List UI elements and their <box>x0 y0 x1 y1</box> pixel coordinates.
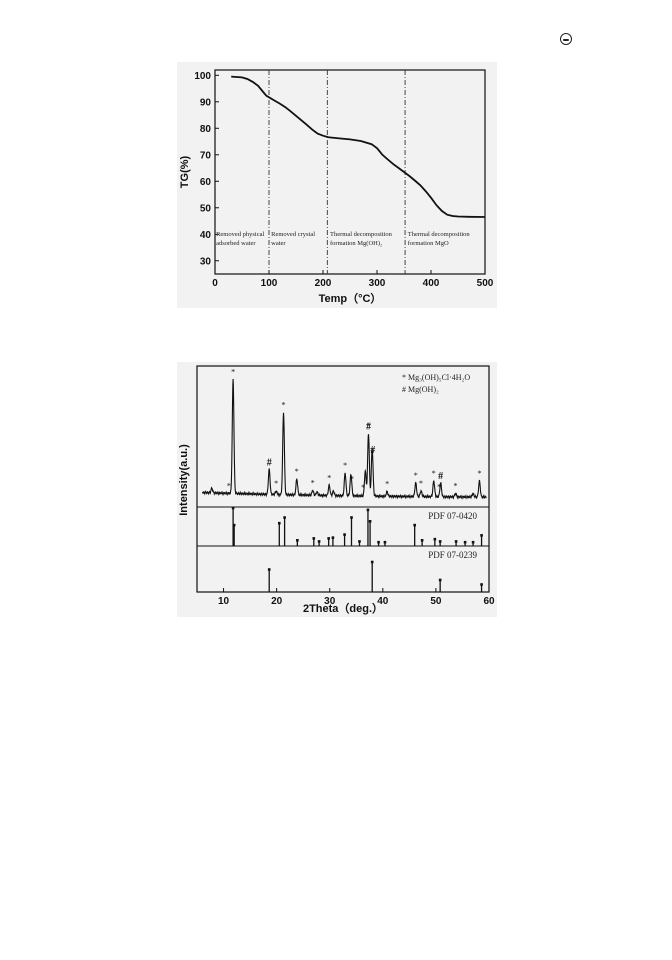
xrd-reference-stick-cap <box>383 540 387 544</box>
tg-y-tick-label: 30 <box>200 256 212 267</box>
xrd-reference-stick-cap <box>438 540 442 543</box>
xrd-x-tick-label: 30 <box>324 596 336 607</box>
xrd-star-marker: * <box>227 481 231 490</box>
xrd-star-marker: * <box>432 469 436 478</box>
tg-region-label: Thermal decomposition <box>330 231 393 238</box>
xrd-reference-stick-cap <box>480 583 483 586</box>
xrd-reference-stick-cap <box>480 534 483 537</box>
xrd-reference-stick-cap <box>420 539 424 542</box>
xrd-reference-stick-cap <box>277 521 281 525</box>
tg-plot-frame <box>214 69 486 275</box>
xrd-star-marker: * <box>343 461 347 470</box>
tg-region-label: water <box>271 240 286 247</box>
xrd-ref1-label: PDF 07-0420 <box>428 511 477 521</box>
xrd-hash-marker: # <box>267 457 272 468</box>
tg-region-label: Thermal decomposition <box>408 231 471 238</box>
xrd-reference-stick-cap <box>454 540 458 543</box>
xrd-hash-marker: # <box>366 421 371 432</box>
xrd-star-marker: * <box>295 467 299 476</box>
tg-y-tick-label: 70 <box>200 150 212 161</box>
xrd-hash-marker: # <box>438 471 443 482</box>
tg-y-tick-label: 90 <box>200 97 212 108</box>
xrd-chart-svg: 10 20 30 40 50 60 **************** **#### PDF … <box>178 365 495 615</box>
xrd-ref2-label: PDF 07-0239 <box>428 550 477 560</box>
xrd-x-tick-label: 60 <box>483 596 495 607</box>
tg-region-label: adsorbed water <box>216 240 256 247</box>
xrd-hash-marker: # <box>370 445 375 456</box>
tg-y-tick-label: 100 <box>194 71 211 82</box>
xrd-star-marker: * <box>385 480 389 489</box>
xrd-star-marker: * <box>350 474 354 483</box>
xrd-reference-stick-cap <box>413 523 416 527</box>
tg-y-axis-title: TG(%) <box>179 155 191 188</box>
xrd-x-tick-label: 40 <box>377 596 389 607</box>
xrd-legend-entry-2: # Mg(OH)₂ <box>402 385 439 394</box>
tg-chart-svg: 0 100 200 300 400 500 30 40 50 60 70 80 90 100 Remov… <box>179 69 494 305</box>
xrd-reference-stick-cap <box>433 537 437 541</box>
xrd-reference-stick-cap <box>283 516 286 519</box>
xrd-star-marker: * <box>311 479 315 488</box>
xrd-reference-stick-cap <box>350 516 353 519</box>
tg-region-label: formation MgO <box>408 240 449 247</box>
xrd-x-tick-label: 20 <box>271 596 283 607</box>
tg-y-tick-label: 60 <box>200 177 212 188</box>
tg-x-tick-label: 300 <box>369 278 386 289</box>
xrd-y-axis-title: Intensity(a.u.) <box>178 444 190 516</box>
xrd-x-axis-title: 2Theta（deg.） <box>303 602 383 615</box>
xrd-star-marker: * <box>366 421 370 430</box>
xrd-star-marker: * <box>231 367 235 376</box>
xrd-reference-stick-cap <box>267 568 271 571</box>
xrd-reference-stick-cap <box>327 537 330 540</box>
tg-y-tick-label: 40 <box>200 230 212 241</box>
xrd-star-marker: * <box>282 401 286 410</box>
xrd-star-marker: * <box>419 479 423 488</box>
xrd-chart: 10 20 30 40 50 60 * * * * * * * * * * * * * * * * * * # # # # PDF … <box>177 362 497 617</box>
xrd-reference-stick-cap <box>296 539 299 542</box>
tg-chart: 0 100 200 300 400 500 30 40 50 60 70 80 90 100 Remov… <box>177 62 497 308</box>
tg-x-tick-label: 100 <box>261 278 278 289</box>
tg-x-tick-label: 200 <box>315 278 332 289</box>
tg-region-label: Removed physical <box>216 231 264 238</box>
xrd-legend-entry-1: * Mg₃(OH)₅Cl·4H₂O <box>402 373 470 382</box>
tg-region-label: formation Mg(OH)₂ <box>330 240 382 247</box>
tg-x-tick-label: 0 <box>212 278 218 289</box>
xrd-reference-stick-cap <box>232 523 236 527</box>
xrd-star-marker: * <box>414 471 418 480</box>
xrd-reference-stick-cap <box>331 536 335 539</box>
tg-y-tick-label: 50 <box>200 203 212 214</box>
xrd-pattern-curve <box>201 378 487 500</box>
tg-curve <box>231 75 486 218</box>
xrd-star-marker: * <box>454 481 458 490</box>
xrd-reference-stick-cap <box>463 540 467 544</box>
xrd-star-marker: * <box>437 483 441 492</box>
xrd-reference-stick-cap <box>377 540 380 544</box>
xrd-reference-stick-cap <box>343 533 346 536</box>
xrd-reference-stick-cap <box>368 520 372 523</box>
tg-x-axis-title: Temp（°C） <box>319 292 382 305</box>
circle-minus-icon <box>560 33 572 45</box>
xrd-plot-frame <box>196 365 490 593</box>
tg-x-tick-label: 400 <box>423 278 440 289</box>
xrd-reference-stick-cap <box>312 537 316 540</box>
xrd-x-tick-label: 10 <box>218 596 230 607</box>
xrd-reference-stick-cap <box>366 508 370 512</box>
xrd-reference-stick-cap <box>231 506 235 510</box>
xrd-reference-stick-cap <box>471 540 475 544</box>
tg-region-label: Removed crystal <box>271 231 315 238</box>
xrd-reference-stick-cap <box>370 560 374 564</box>
tg-x-tick-label: 500 <box>477 278 494 289</box>
xrd-star-marker: * <box>327 473 331 482</box>
tg-y-tick-label: 80 <box>200 124 212 135</box>
xrd-reference-stick-cap <box>358 540 361 543</box>
xrd-reference-stick-cap <box>317 540 321 543</box>
xrd-star-marker: * <box>477 469 481 478</box>
xrd-star-marker: * <box>361 483 365 492</box>
xrd-star-marker: * <box>274 479 278 488</box>
xrd-reference-stick-cap <box>438 578 442 582</box>
xrd-x-tick-label: 50 <box>430 596 442 607</box>
